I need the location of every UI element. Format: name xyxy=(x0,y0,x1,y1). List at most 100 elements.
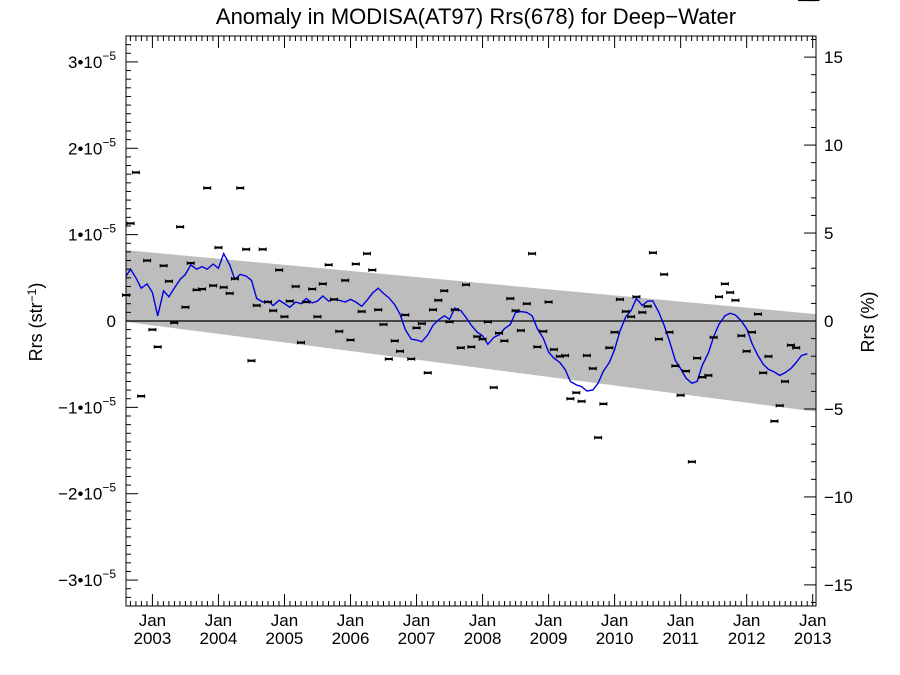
data-point xyxy=(379,322,388,327)
data-point xyxy=(186,261,195,265)
x-tick-year: 2005 xyxy=(266,629,304,648)
data-point xyxy=(225,291,234,296)
smoothed-series-line xyxy=(125,251,808,392)
data-point xyxy=(704,373,713,378)
data-point xyxy=(588,366,597,371)
data-point xyxy=(131,170,140,175)
data-point xyxy=(660,272,669,277)
data-point xyxy=(621,309,630,314)
data-point xyxy=(615,297,624,302)
data-point xyxy=(528,251,537,256)
data-point xyxy=(417,321,426,326)
data-point xyxy=(594,435,603,440)
data-point xyxy=(423,371,432,375)
data-point xyxy=(671,364,680,368)
data-point xyxy=(374,307,383,312)
data-point xyxy=(792,345,801,350)
data-point xyxy=(462,282,471,287)
y-tick-label: 3•10−5 xyxy=(68,49,116,72)
y-tick-label: 1•10−5 xyxy=(68,222,116,245)
x-tick-year: 2007 xyxy=(398,629,436,648)
data-point xyxy=(181,305,190,309)
data-point xyxy=(302,300,311,304)
y2-tick-label: −15 xyxy=(824,576,853,595)
data-point xyxy=(759,371,768,375)
data-point xyxy=(143,258,152,263)
y2-tick-label: 0 xyxy=(824,312,833,331)
data-point xyxy=(726,290,735,295)
x-tick-year: 2006 xyxy=(332,629,370,648)
data-point xyxy=(230,276,239,281)
data-point xyxy=(681,369,690,373)
data-point xyxy=(269,308,278,313)
data-point xyxy=(252,303,261,308)
data-point xyxy=(153,345,162,349)
data-point xyxy=(247,358,256,363)
data-point xyxy=(445,320,454,324)
data-point xyxy=(308,287,317,291)
data-point xyxy=(737,333,746,338)
x-tick-month: Jan xyxy=(337,611,364,630)
y-axis-right-label: Rrs (%) xyxy=(858,292,878,353)
y2-tick-label: 10 xyxy=(824,136,843,155)
x-tick-month: Jan xyxy=(535,611,562,630)
y2-tick-label: −5 xyxy=(824,400,843,419)
data-point xyxy=(511,308,520,313)
x-tick-year: 2011 xyxy=(662,629,699,648)
data-point xyxy=(324,263,333,267)
data-point xyxy=(450,307,459,312)
x-tick-year: 2003 xyxy=(133,629,171,648)
data-point xyxy=(693,356,702,360)
data-point xyxy=(731,298,740,303)
data-point xyxy=(384,357,393,361)
y2-tick-label: 15 xyxy=(824,48,843,67)
data-point xyxy=(770,419,779,423)
data-point xyxy=(242,247,251,252)
data-point xyxy=(296,340,305,345)
data-point xyxy=(473,334,482,339)
data-point xyxy=(549,347,558,352)
data-point xyxy=(363,251,372,256)
data-point xyxy=(214,245,223,250)
data-point xyxy=(137,394,146,398)
data-point xyxy=(720,282,729,286)
y2-tick-label: −10 xyxy=(824,488,853,507)
data-point xyxy=(775,403,784,408)
y-axis-left-label: Rrs (str−1) xyxy=(25,283,46,362)
data-point xyxy=(346,338,355,342)
data-point xyxy=(478,337,487,341)
data-point xyxy=(495,331,504,335)
data-point xyxy=(610,330,619,335)
data-point xyxy=(440,288,449,293)
data-point xyxy=(318,282,327,286)
data-point xyxy=(643,304,652,309)
range-band xyxy=(126,250,816,412)
data-point xyxy=(786,343,795,347)
data-point xyxy=(429,307,438,312)
data-point xyxy=(764,354,773,359)
data-point xyxy=(654,337,663,341)
x-tick-month: Jan xyxy=(403,611,430,630)
data-point xyxy=(258,247,267,252)
x-tick-month: Jan xyxy=(139,611,166,630)
data-point xyxy=(714,295,723,299)
data-point xyxy=(164,279,173,284)
data-point xyxy=(396,349,405,354)
data-point xyxy=(280,314,289,319)
data-point xyxy=(456,345,465,350)
x-tick-year: 2004 xyxy=(200,629,238,648)
data-point xyxy=(236,186,245,190)
x-tick-month: Jan xyxy=(667,611,694,630)
y-axis-left: 3•10−5 2•10−5 1•10−5 0 −1•10−5 −2•10−5 −3•10−5 xyxy=(58,35,138,607)
data-point xyxy=(742,349,751,354)
data-point xyxy=(203,186,212,190)
y-tick-label: −1•10−5 xyxy=(58,394,116,417)
data-point xyxy=(285,299,294,303)
data-point xyxy=(329,297,338,302)
data-point xyxy=(401,313,410,317)
data-point xyxy=(412,326,421,330)
data-point xyxy=(467,345,476,349)
data-point xyxy=(351,262,360,266)
data-point xyxy=(747,330,756,335)
